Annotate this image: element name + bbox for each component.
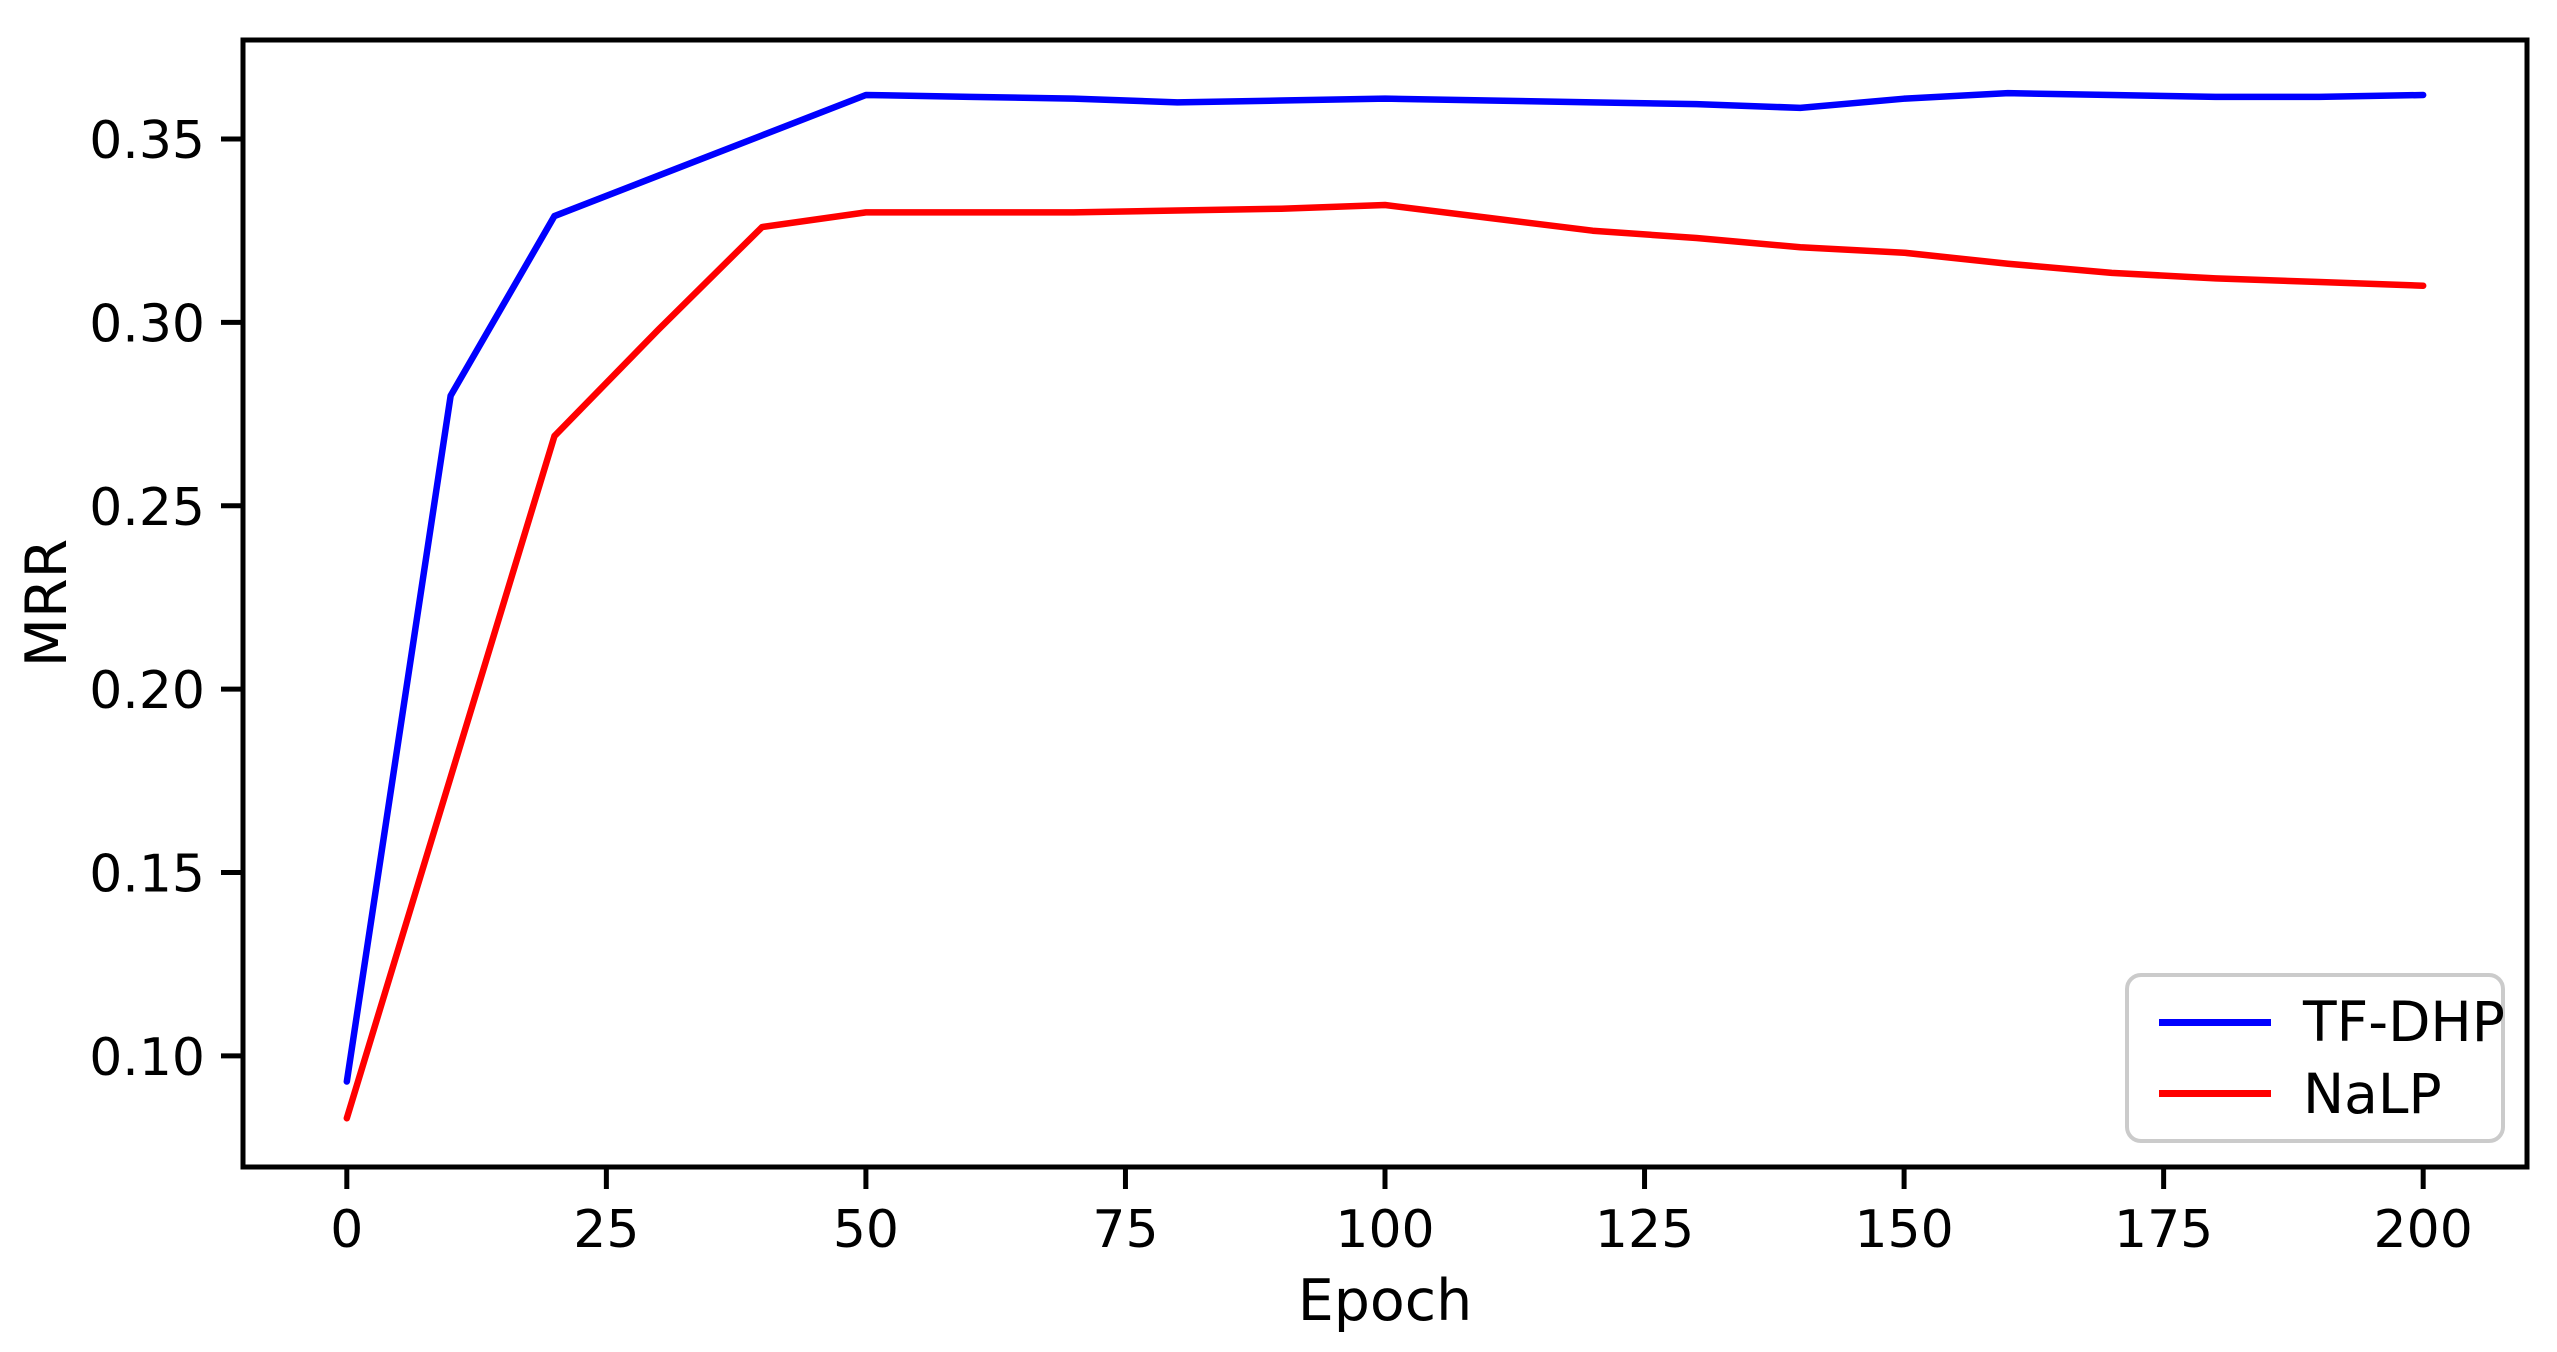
x-axis-tick-label: 100	[1335, 1200, 1434, 1260]
y-axis-tick-label: 0.15	[89, 845, 205, 905]
legend-label-nalp: NaLP	[2303, 1061, 2442, 1126]
x-axis-label: Epoch	[1297, 1268, 1473, 1334]
series-line-nalp	[343, 201, 2427, 1122]
legend-item-tf-dhp: TF-DHP	[2159, 990, 2505, 1054]
y-axis-tick-label: 0.25	[89, 478, 205, 538]
y-axis-tick-label: 0.20	[89, 661, 205, 721]
legend-label-tf-dhp: TF-DHP	[2303, 990, 2505, 1055]
x-axis-tick-label: 50	[833, 1200, 899, 1260]
x-axis-tick-label: 0	[330, 1200, 363, 1260]
series-line-tf-dhp	[343, 89, 2427, 1085]
y-axis-tick-label: 0.30	[89, 294, 205, 354]
nalp-line-swatch	[2159, 1090, 2271, 1098]
x-axis-tick-label: 25	[573, 1200, 639, 1260]
y-axis-tick-label: 0.10	[89, 1028, 205, 1088]
x-axis-tick-label: 75	[1092, 1200, 1158, 1260]
legend-item-nalp: NaLP	[2159, 1062, 2477, 1126]
x-axis-tick-label: 125	[1595, 1200, 1694, 1260]
y-axis-tick-label: 0.35	[89, 111, 205, 171]
tf-dhp-line-swatch	[2159, 1018, 2271, 1026]
legend: TF-DHP NaLP	[2125, 973, 2505, 1143]
x-axis-tick-label: 150	[1854, 1200, 1953, 1260]
y-axis-label: MRR	[14, 538, 80, 668]
x-axis-tick-label: 175	[2114, 1200, 2213, 1260]
plot-border	[240, 37, 2530, 1170]
x-axis-tick-label: 200	[2374, 1200, 2473, 1260]
